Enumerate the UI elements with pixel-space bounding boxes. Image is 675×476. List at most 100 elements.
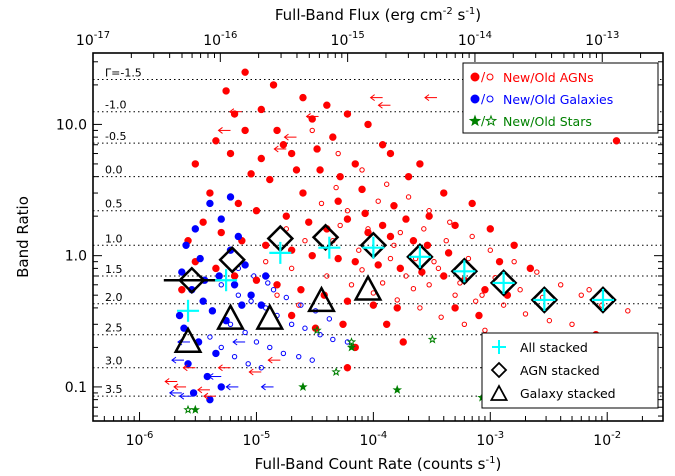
agn-old-point (391, 242, 397, 248)
agn-new-point (386, 232, 395, 241)
agn-new-point (252, 276, 261, 284)
all-stacked-marker (362, 236, 385, 259)
agn-old-point (309, 127, 315, 134)
agn-old-point (324, 273, 330, 279)
top-x-tick-label: 10-17 (76, 30, 110, 49)
upper-limit-arrow (229, 108, 242, 116)
agn-new-point (481, 286, 489, 294)
agn-new-point (252, 207, 261, 215)
legend-triangle-icon (489, 384, 509, 401)
agn-old-point (302, 238, 308, 244)
galaxy-old-point (245, 361, 251, 367)
galaxy-new-point (238, 301, 246, 309)
star-old-point (331, 367, 341, 376)
agn-new-point (178, 286, 186, 294)
upper-limit-arrow (217, 364, 231, 372)
agn-old-point (379, 280, 386, 286)
agn-new-point (393, 304, 401, 312)
top-x-tick-label: 10-14 (458, 30, 492, 49)
agn-old-point (469, 233, 475, 240)
agn-new-point (191, 160, 200, 168)
upper-limit-arrow (225, 383, 239, 391)
upper-limit-arrow (248, 368, 262, 376)
agn-old-point (443, 238, 449, 244)
agn-new-point (486, 225, 494, 233)
source-points (164, 68, 631, 414)
arrow-head (171, 356, 177, 364)
legend-cross-icon (492, 340, 506, 354)
agn-new-point (364, 120, 372, 129)
top-x-tick-label: 10-16 (203, 30, 237, 49)
arrow-head (203, 392, 209, 400)
agn-old-point (356, 247, 362, 253)
galaxy-old-point (227, 321, 234, 327)
galaxy-stacked-marker (307, 285, 336, 313)
arrow-head (164, 378, 170, 385)
galaxy-stacked-marker (173, 326, 203, 353)
legend-circle-open-icon (486, 95, 494, 103)
agn-old-point (569, 321, 575, 327)
agn-new-point (418, 268, 426, 276)
agn-old-point (296, 302, 302, 308)
agn-old-point (517, 287, 523, 293)
agn-new-point (378, 221, 387, 230)
galaxy-new-point (215, 272, 223, 280)
gamma-label: 2.5 (105, 322, 123, 335)
gamma-label: 2.0 (105, 291, 123, 304)
agn-new-point (409, 237, 418, 245)
galaxy-old-point (258, 365, 264, 371)
agn-old-point (375, 198, 381, 204)
legend-bottom-box (481, 332, 659, 409)
agn-old-point (274, 292, 280, 298)
agn-new-point (257, 154, 265, 163)
arrow-head (273, 145, 279, 153)
agn-new-point (343, 215, 352, 223)
legend-circle-filled-icon (470, 94, 480, 104)
gamma-label: -1.0 (105, 99, 126, 112)
galaxy-old-point (265, 280, 271, 286)
star-new-point (392, 384, 403, 394)
legend-label: AGN stacked (520, 363, 600, 378)
arrow-head (178, 392, 185, 400)
agn-old-point (546, 317, 553, 324)
agn-new-point (510, 241, 518, 249)
galaxy-new-point (230, 281, 239, 289)
agn-old-point (479, 292, 485, 298)
arrow-head (369, 94, 375, 102)
agn-old-point (263, 258, 269, 265)
top-x-tick-label: 10-15 (331, 30, 365, 49)
x-tick-label: 10-4 (359, 430, 387, 449)
galaxy-new-point (226, 193, 235, 201)
legend-label: New/Old Stars (503, 114, 592, 129)
agn-new-point (468, 199, 476, 208)
arrow-head (208, 373, 214, 380)
gamma-label: 1.5 (105, 263, 123, 276)
all-stacked-marker (177, 299, 200, 322)
legend-star-filled-icon (468, 114, 482, 127)
agn-old-point (405, 194, 412, 200)
agn-new-point (339, 320, 347, 328)
upper-limit-arrow (232, 338, 246, 346)
plot-frame (92, 52, 664, 422)
gamma-label: 3.0 (105, 355, 123, 368)
agn-new-point (234, 199, 243, 208)
y-tick-label: 10.0 (56, 117, 87, 133)
galaxy-new-point (247, 291, 255, 299)
legend-diamond-icon (490, 361, 508, 379)
agn-stacked-marker (311, 223, 340, 252)
agn-new-point (262, 241, 270, 249)
galaxy-old-point (288, 321, 295, 327)
agn-old-point (397, 229, 404, 236)
agn-old-point (447, 219, 453, 225)
upper-limit-arrow (424, 94, 437, 102)
agn-old-point (383, 181, 390, 187)
top-x-axis-title: Full-Band Flux (erg cm-2 s-1) (275, 6, 481, 24)
agn-new-point (382, 320, 391, 328)
agn-new-point (440, 272, 448, 280)
agn-new-point (206, 189, 214, 197)
agn-old-point (417, 305, 423, 311)
agn-new-point (440, 189, 448, 197)
star-new-point (298, 381, 308, 391)
arrow-head (229, 108, 235, 116)
